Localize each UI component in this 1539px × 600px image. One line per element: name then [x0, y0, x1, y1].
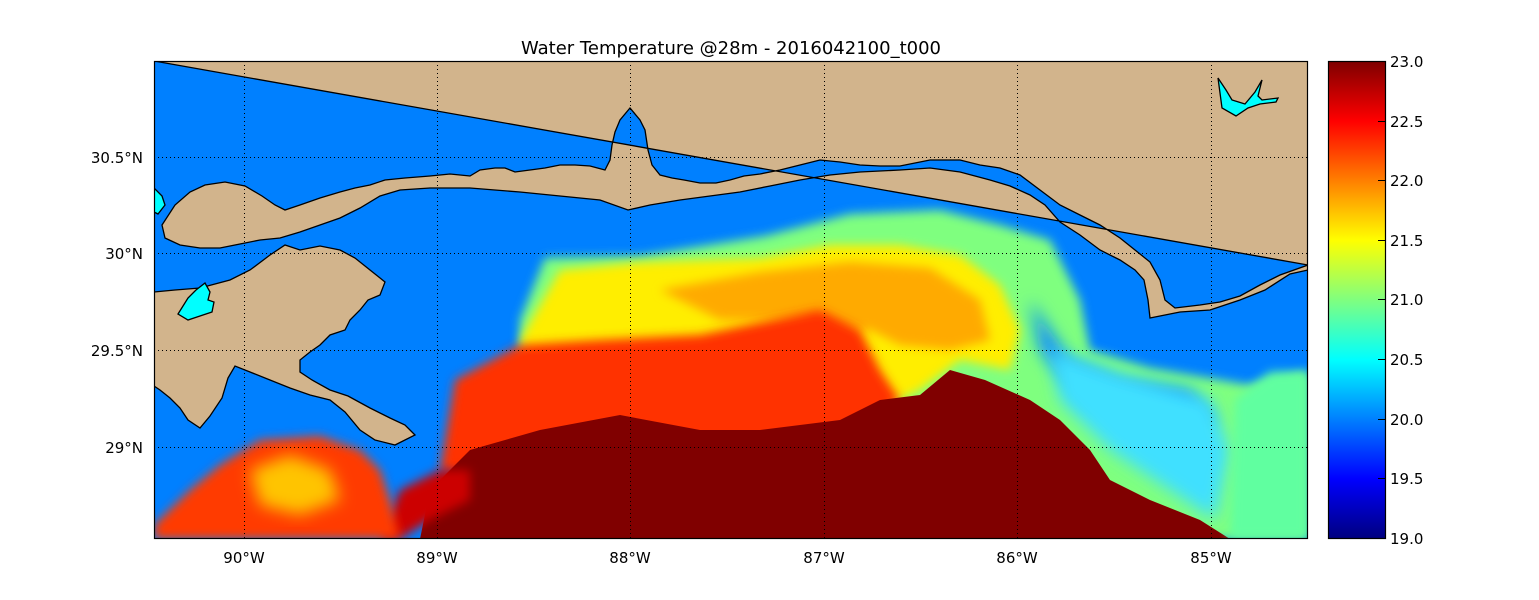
colorbar-gradient — [1327, 60, 1387, 540]
x-tick-label: 85°W — [1190, 549, 1232, 567]
y-tick-labels: 30.5°N 30°N 29.5°N 29°N — [91, 149, 143, 457]
colorbar-tick-label: 22.0 — [1390, 172, 1423, 190]
map-frame — [153, 60, 1309, 540]
colorbar-tick-label: 20.5 — [1390, 351, 1423, 369]
colorbar-tick-labels: 23.0 22.5 22.0 21.5 21.0 20.5 20.0 19.5 … — [1390, 53, 1423, 548]
y-tick-label: 29.5°N — [91, 342, 143, 360]
lake-northeast — [1217, 77, 1280, 117]
colorbar-tick-label: 19.5 — [1390, 470, 1423, 488]
y-tick-label: 30.5°N — [91, 149, 143, 167]
colorbar-tick-label: 21.0 — [1390, 291, 1423, 309]
colorbar-tick-label: 20.0 — [1390, 411, 1423, 429]
x-tick-label: 89°W — [416, 549, 458, 567]
land-delta — [154, 244, 417, 446]
lake-west — [177, 282, 215, 321]
map-title: Water Temperature @28m - 2016042100_t000 — [521, 38, 941, 59]
y-tick-label: 30°N — [105, 245, 143, 263]
colorbar-ticks — [1378, 61, 1385, 539]
lake-edge-west — [154, 187, 166, 215]
temp-warm-core-edge — [380, 470, 470, 539]
temperature-field — [154, 210, 1308, 539]
colorbar-tick-label: 23.0 — [1390, 53, 1423, 71]
colorbar-tick-label: 22.5 — [1390, 113, 1423, 131]
x-tick-label: 88°W — [609, 549, 651, 567]
x-tick-label: 87°W — [803, 549, 845, 567]
temp-east-green — [1230, 372, 1308, 539]
colorbar-tick-label: 21.5 — [1390, 232, 1423, 250]
temp-warm-core — [420, 370, 1230, 539]
x-tick-label: 90°W — [223, 549, 265, 567]
colorbar: 23.0 22.5 22.0 21.5 21.0 20.5 20.0 19.5 … — [1327, 53, 1423, 548]
colorbar-tick-label: 19.0 — [1390, 530, 1423, 548]
land — [154, 61, 1308, 446]
temp-west-yellow-patch — [250, 455, 340, 515]
land-north-coast — [154, 61, 1308, 319]
lakes — [154, 77, 1280, 321]
graticule — [154, 61, 1308, 539]
temp-band-cyan — [1050, 350, 1230, 520]
y-tick-label: 29°N — [105, 439, 143, 457]
x-tick-labels: 90°W 89°W 88°W 87°W 86°W 85°W — [223, 549, 1232, 567]
x-tick-label: 86°W — [996, 549, 1038, 567]
map-panel — [154, 61, 1308, 539]
